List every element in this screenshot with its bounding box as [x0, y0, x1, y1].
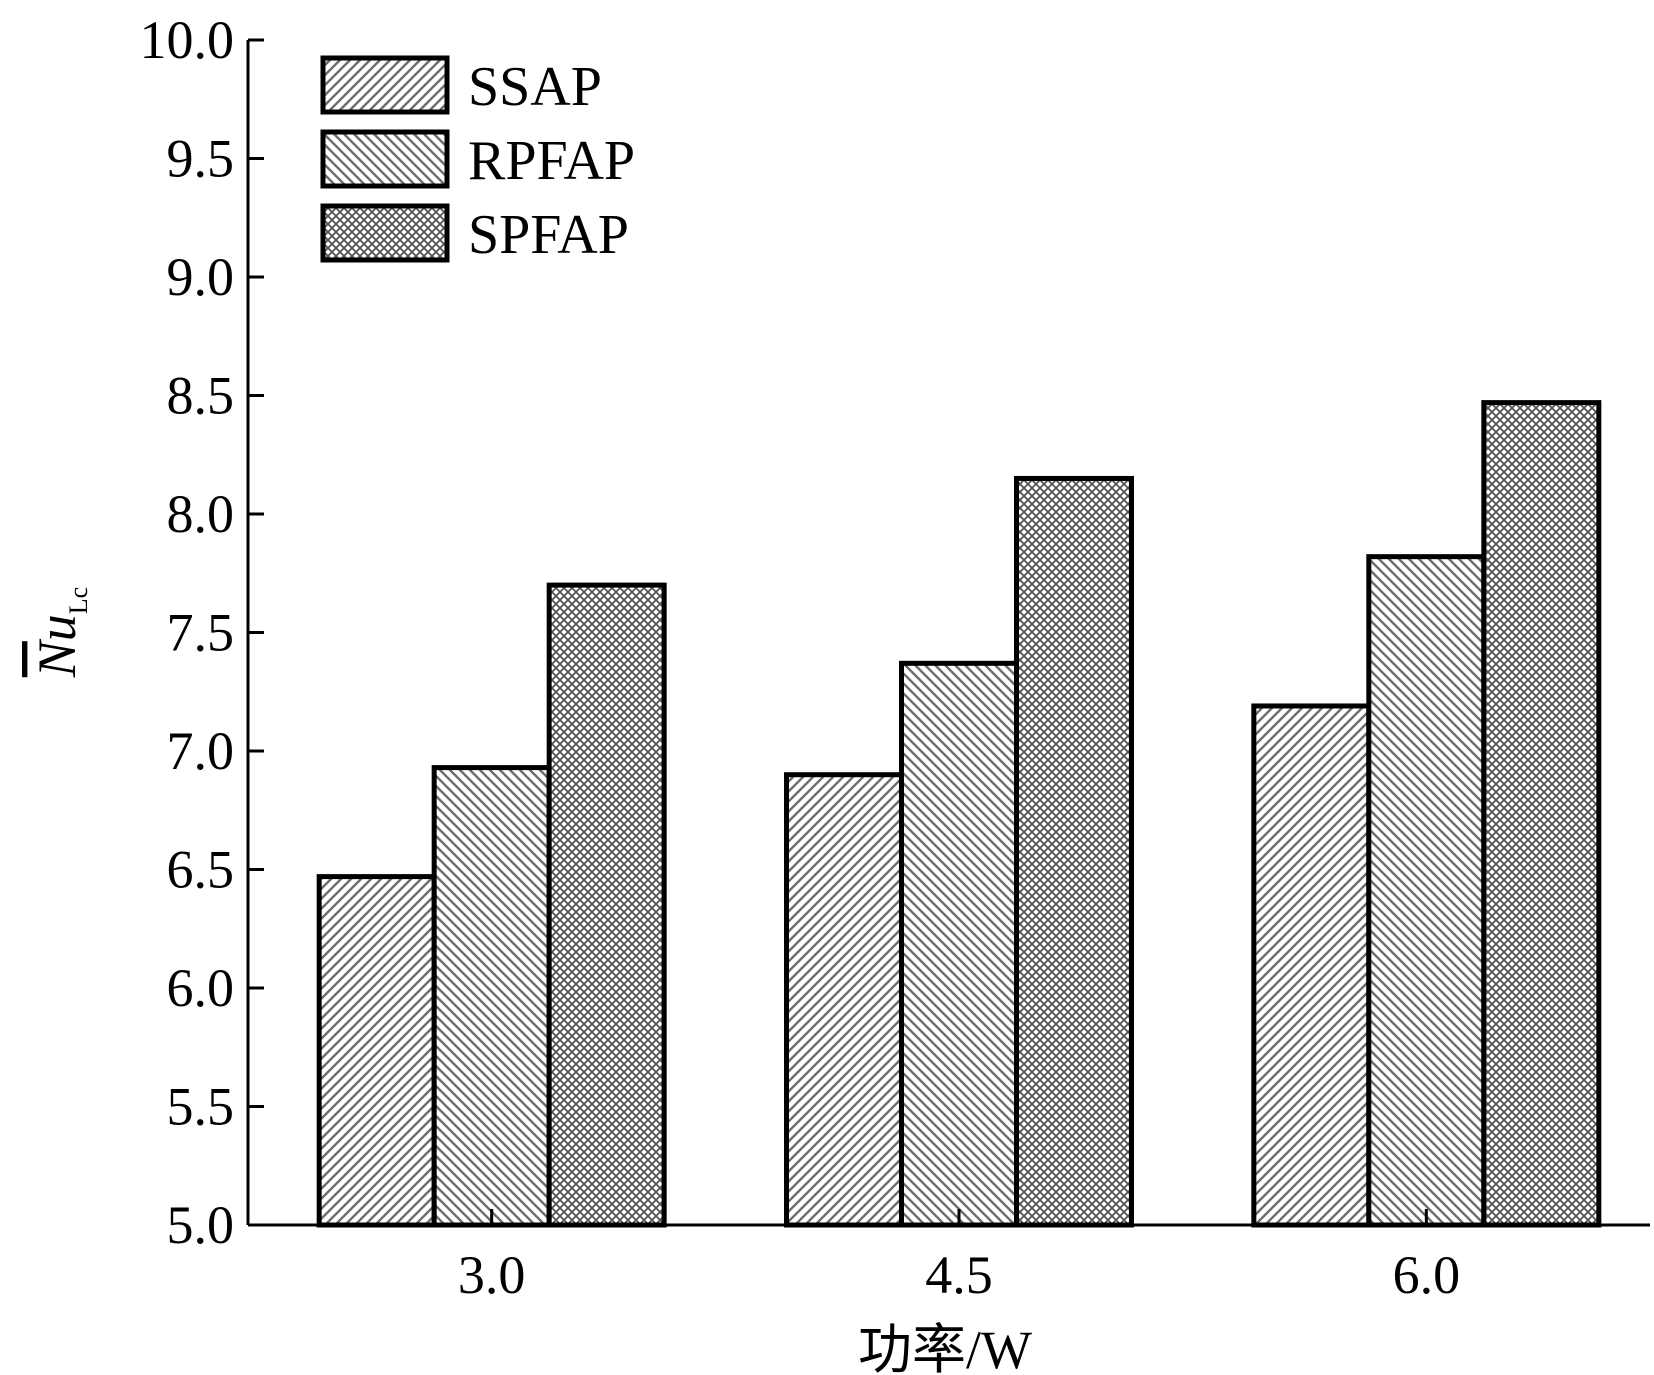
bars-layer — [316, 400, 1602, 1228]
y-tick-label: 8.0 — [167, 484, 235, 544]
y-tick-label: 9.0 — [167, 247, 235, 307]
y-ticks: 5.0 5.5 6.0 6.5 7.0 7.5 8.0 8.5 9.0 9.5 10.0 — [140, 10, 264, 1255]
x-ticks: 3.0 4.5 6.0 — [458, 1209, 1460, 1305]
y-tick-label: 8.5 — [167, 366, 235, 426]
y-tick-label: 9.5 — [167, 129, 235, 189]
y-axis-title-var: u — [27, 614, 87, 641]
y-tick-label: 5.5 — [167, 1077, 235, 1137]
legend-swatch-spfap — [320, 203, 450, 263]
legend-label-ssap: SSAP — [468, 56, 602, 118]
y-tick-label: 7.5 — [167, 603, 235, 663]
y-tick-label: 10.0 — [140, 10, 235, 70]
y-tick-label: 5.0 — [167, 1195, 235, 1255]
legend: SSAP RPFAP SPFAP — [320, 55, 635, 266]
y-tick-label: 6.5 — [167, 840, 235, 900]
legend-label-rpfap: RPFAP — [468, 130, 635, 192]
bar-rpfap-1 — [899, 660, 1019, 1228]
bar-ssap-0 — [316, 874, 437, 1228]
y-tick-label: 7.0 — [167, 721, 235, 781]
bar-spfap-0 — [546, 582, 667, 1228]
x-tick-label: 6.0 — [1393, 1245, 1461, 1305]
bar-rpfap-2 — [1366, 554, 1487, 1228]
legend-label-spfap: SPFAP — [468, 204, 629, 266]
bar-ssap-1 — [784, 772, 904, 1228]
y-axis-title-main: N — [27, 638, 87, 678]
x-axis-title: 功率/W — [858, 1320, 1032, 1375]
legend-swatch-ssap — [320, 55, 450, 115]
bar-spfap-2 — [1481, 400, 1602, 1228]
x-tick-label: 4.5 — [925, 1245, 993, 1305]
x-tick-label: 3.0 — [458, 1245, 526, 1305]
y-axis-title: NuLc — [27, 587, 93, 678]
y-tick-label: 6.0 — [167, 958, 235, 1018]
bar-spfap-1 — [1014, 475, 1134, 1228]
y-axis-title-subscript: Lc — [64, 587, 93, 614]
bar-rpfap-0 — [431, 765, 552, 1228]
legend-swatch-rpfap — [320, 129, 450, 189]
bar-ssap-2 — [1251, 703, 1372, 1228]
